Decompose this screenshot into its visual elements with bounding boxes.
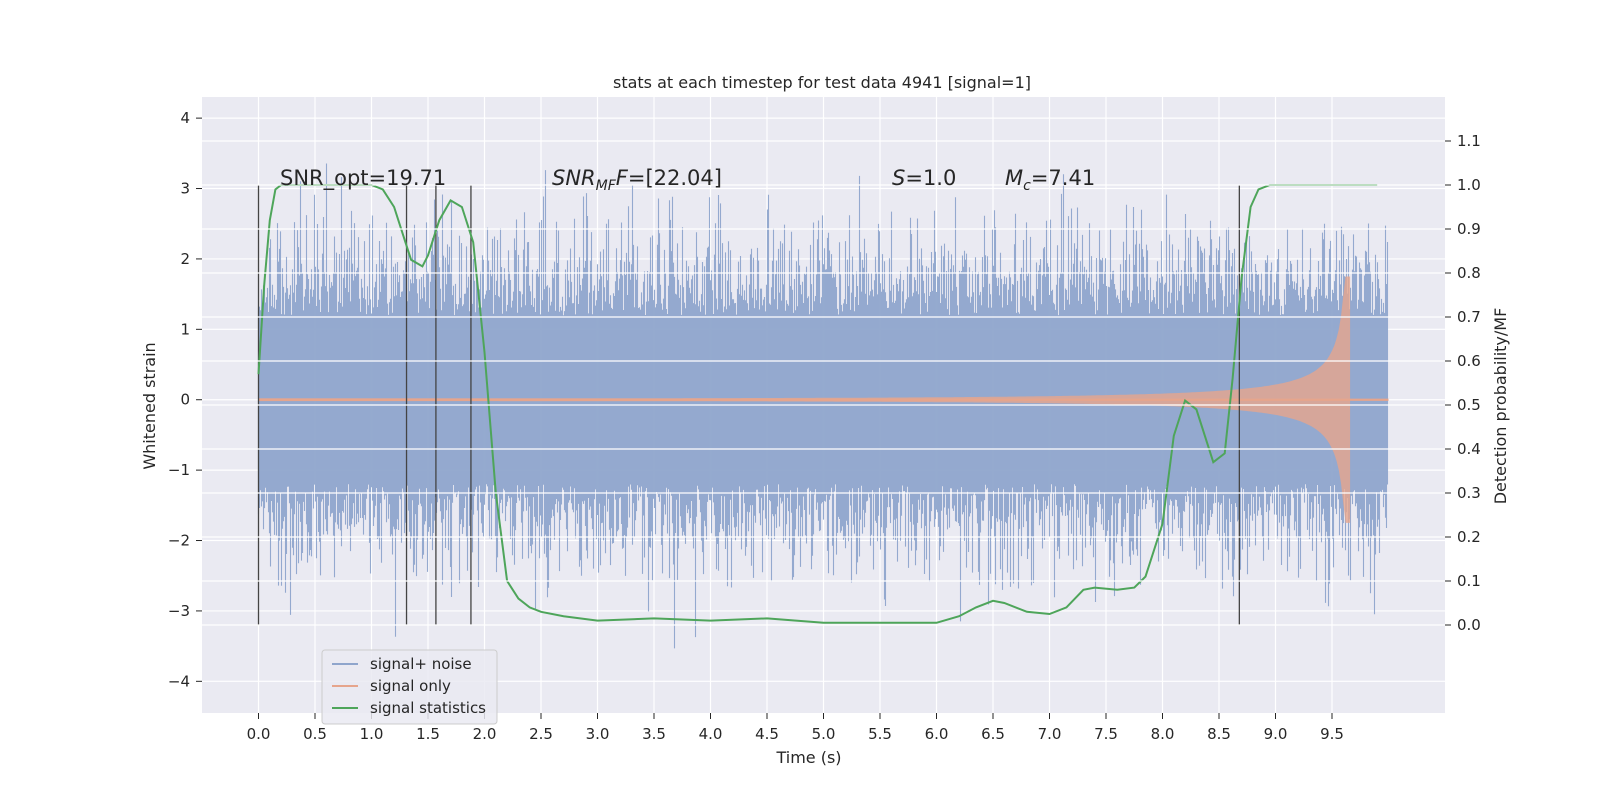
annotation-s-base: S [892,166,905,190]
annotation-snr-mf-base: SNR [552,166,596,190]
x-tick-label: 4.0 [699,725,723,743]
annotation-mc-value: =7.41 [1031,166,1095,190]
chart-title: stats at each timestep for test data 494… [613,73,1031,92]
x-tick-label: 9.0 [1264,725,1288,743]
y-tick-label-left: −4 [168,672,190,690]
y-tick-label-left: −2 [168,532,190,550]
legend-label-stats: signal statistics [370,699,486,717]
y-tick-label-right: 0.3 [1457,484,1481,502]
right-axis-grid [202,140,1445,626]
y-tick-label-left: −3 [168,602,190,620]
x-tick-label: 6.0 [925,725,949,743]
y-tick-label-right: 0.0 [1457,616,1481,634]
annotation-snr-mf-value: =[22.04] [628,166,722,190]
x-tick-label: 7.0 [1038,725,1062,743]
annotation-snr-opt: SNR_opt=19.71 [280,166,446,191]
annotation-snr-mf: SNRMFF=[22.04] [552,166,722,194]
y-tick-label-left: 3 [180,180,190,198]
y-tick-label-right: 0.5 [1457,396,1481,414]
y-tick-label-right: 0.4 [1457,440,1481,458]
x-tick-label: 5.0 [812,725,836,743]
x-tick-label: 2.0 [473,725,497,743]
y-tick-label-right: 1.0 [1457,176,1481,194]
y-tick-label-right: 0.9 [1457,220,1481,238]
x-tick-label: 0.5 [303,725,327,743]
series-signal-only [258,276,1389,583]
y-tick-label-left: −1 [168,461,190,479]
y-tick-label-right: 0.2 [1457,528,1481,546]
annotation-mc-sub: c [1023,178,1031,194]
series-signal-statistics [257,184,1378,624]
x-tick-label: 5.5 [868,725,892,743]
x-axis-label: Time (s) [775,748,841,767]
y-ticks-left: 4 3 2 1 0 −1 −2 −3 −4 [168,109,202,690]
x-tick-label: 7.5 [1094,725,1118,743]
x-tick-label: 1.0 [360,725,384,743]
x-tick-label: 8.5 [1207,725,1231,743]
y-tick-label-right: 0.1 [1457,572,1481,590]
y-ticks-right: 0.0 0.1 0.2 0.3 0.4 0.5 0.6 0.7 0.8 0.9 1.0 1.1 [1445,132,1481,634]
x-tick-label: 3.5 [642,725,666,743]
legend-label-noise: signal+ noise [370,655,472,673]
annotation-s: S=1.0 [892,166,956,190]
y-tick-label-right: 1.1 [1457,132,1481,150]
legend-box [321,649,498,725]
x-tick-label: 1.5 [416,725,440,743]
x-tick-label: 2.5 [529,725,553,743]
y-tick-label-left: 2 [180,250,190,268]
x-tick-label: 4.5 [755,725,779,743]
statistics-line [257,184,1378,624]
x-tick-label: 3.0 [586,725,610,743]
x-tick-label: 6.5 [981,725,1005,743]
annotation-s-value: =1.0 [905,166,956,190]
annotation-mc-base: M [1005,166,1023,190]
annotation-mc: Mc=7.41 [1005,166,1095,194]
x-ticks: 0.0 0.5 1.0 1.5 2.0 2.5 3.0 3.5 4.0 4.5 5.0 5.5 6.0 6… [247,713,1344,743]
y-tick-label-right: 0.8 [1457,264,1481,282]
x-tick-label: 0.0 [247,725,271,743]
y-tick-label-left: 1 [180,320,190,338]
y-axis-label-right: Detection probability/MF [1491,308,1510,505]
annotation-snr-mf-f: F [616,166,629,190]
x-tick-label: 9.5 [1320,725,1344,743]
annotation-snr-mf-sub: MF [596,178,617,194]
y-tick-label-right: 0.6 [1457,352,1481,370]
y-tick-label-left: 4 [180,109,190,127]
y-axis-label-left: Whitened strain [140,342,159,469]
y-tick-label-left: 0 [180,391,190,409]
legend: signal+ noise signal only signal statist… [321,649,498,725]
y-tick-label-right: 0.7 [1457,308,1481,326]
x-tick-label: 8.0 [1151,725,1175,743]
legend-label-signal: signal only [370,677,451,695]
